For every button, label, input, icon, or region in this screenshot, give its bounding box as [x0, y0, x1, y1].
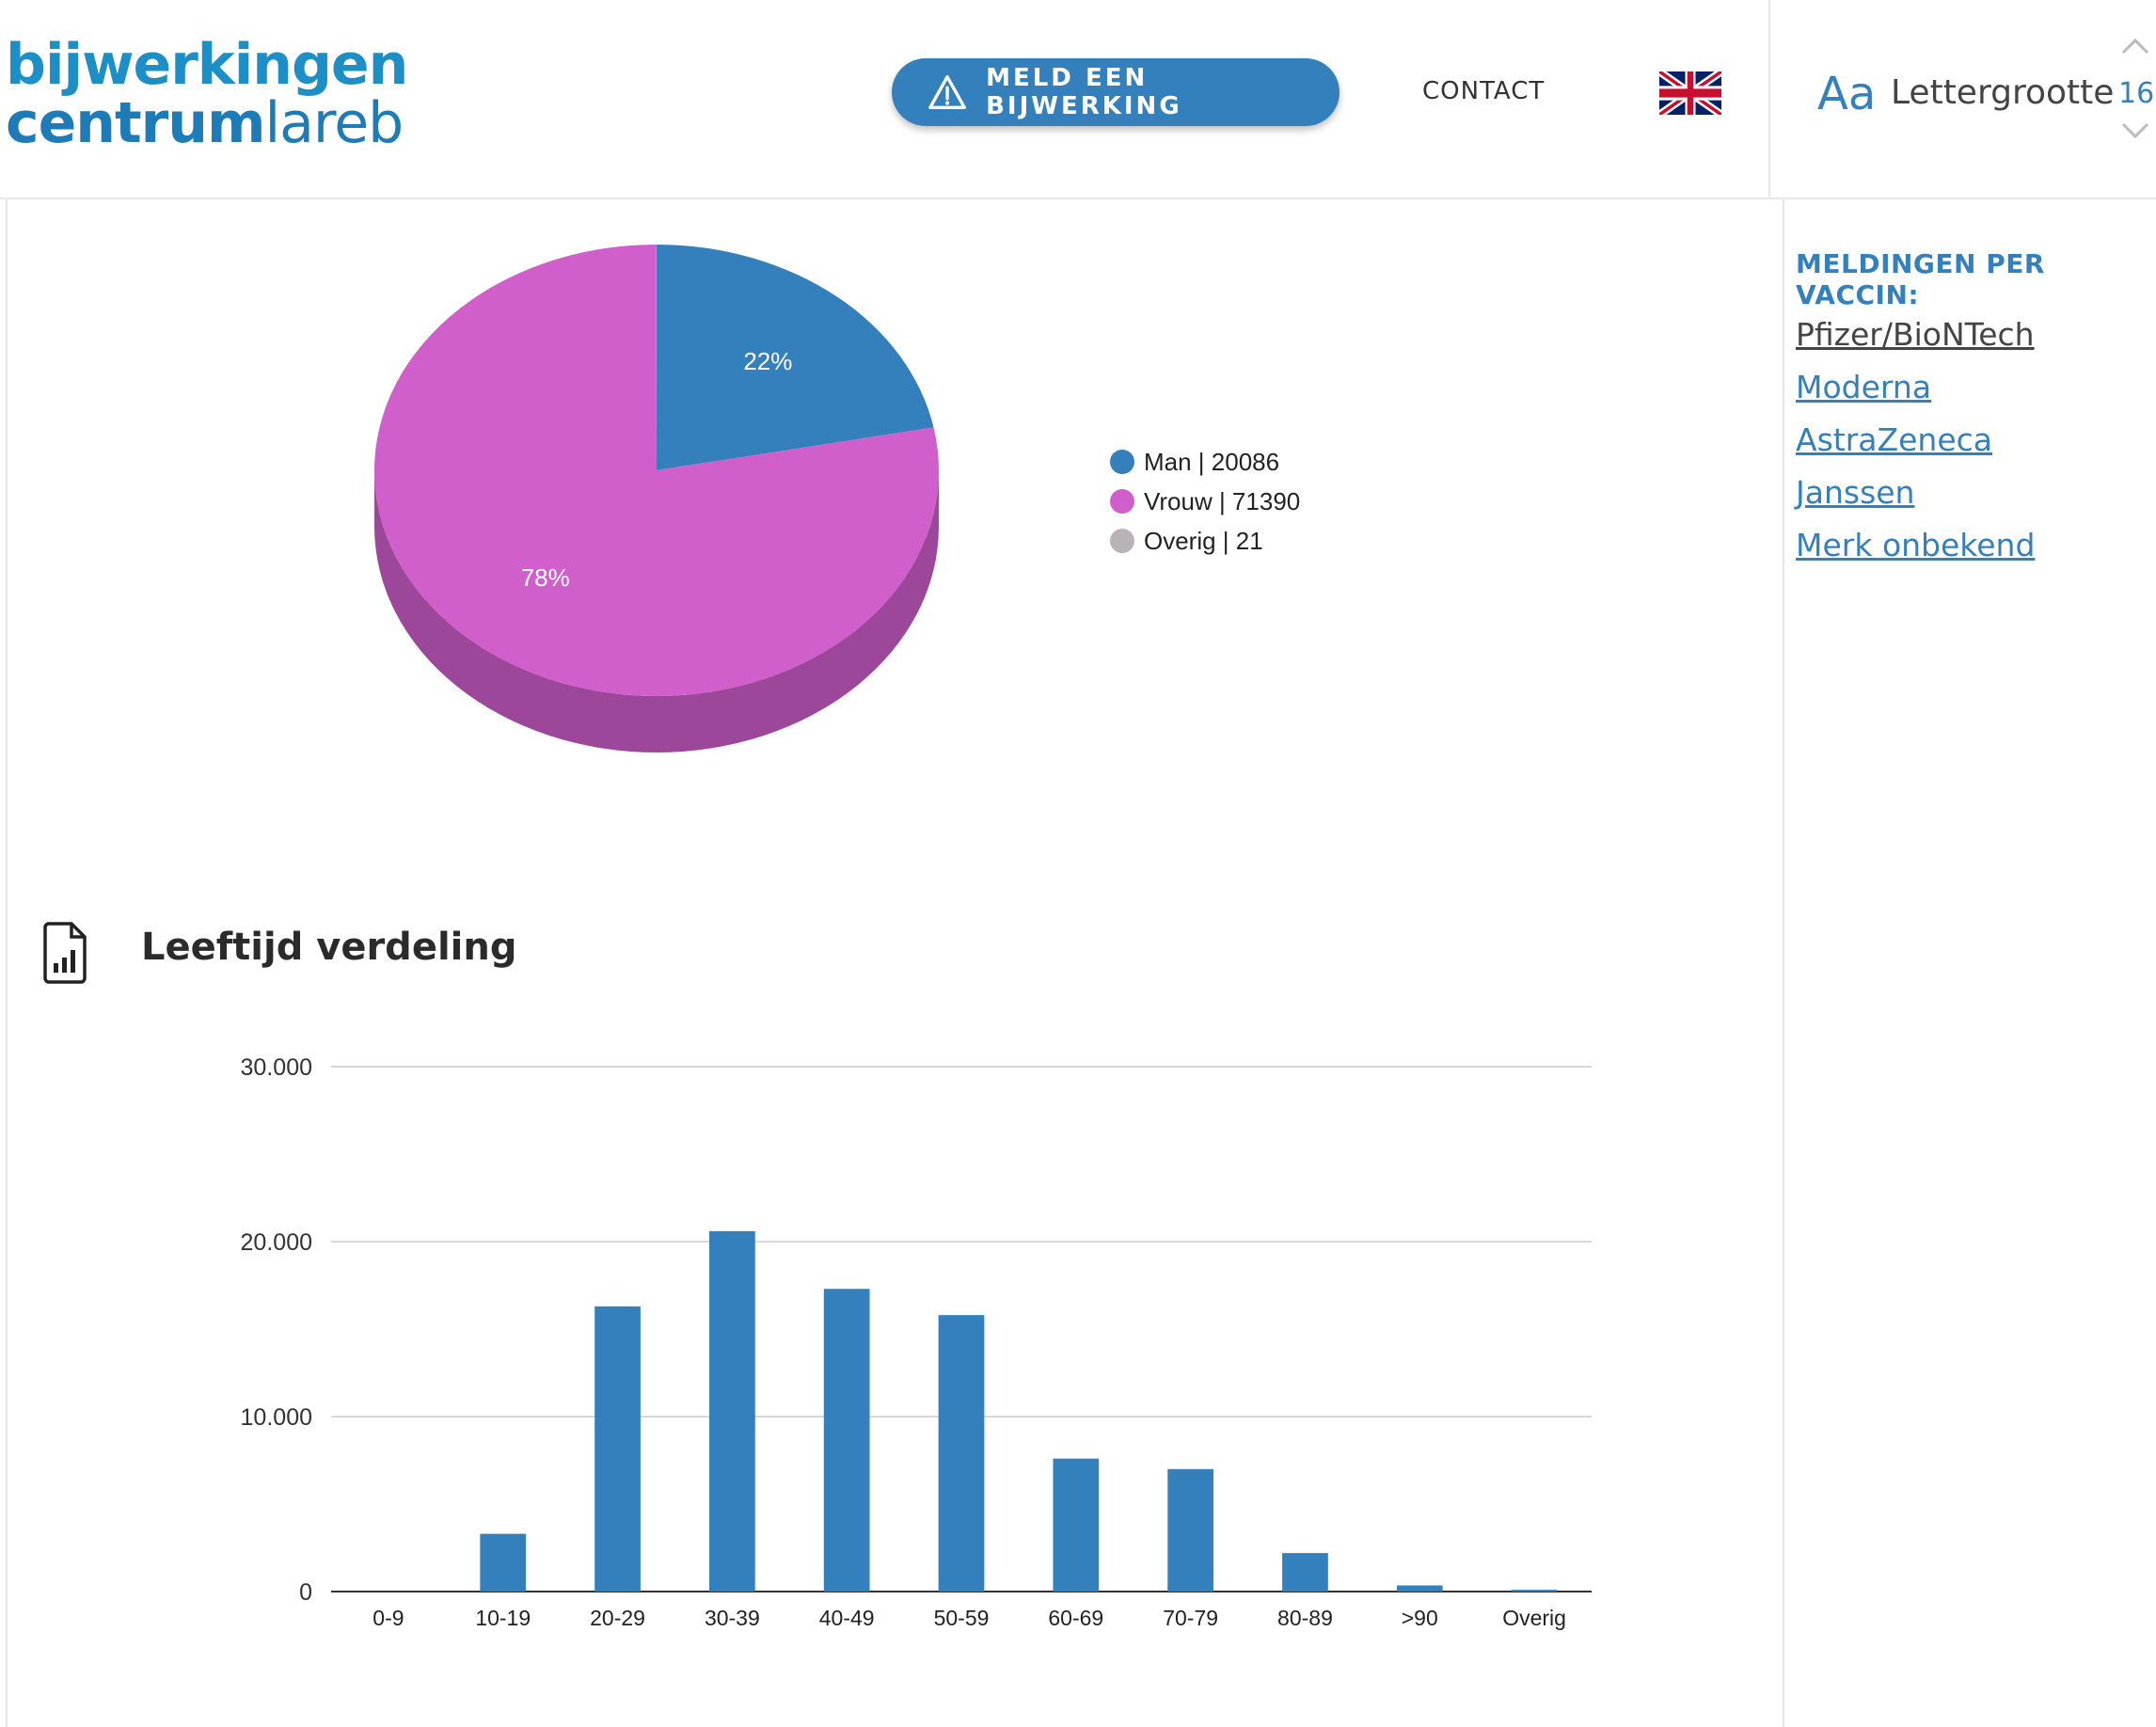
legend-label-1: Vrouw | 71390 [1144, 486, 1301, 515]
sidebar-item-unknown-brand: Merk onbekend [1796, 527, 2035, 579]
bar-50-59[interactable] [938, 1315, 985, 1592]
report-side-effect-button[interactable]: MELD EEN BIJWERKING [892, 58, 1340, 126]
bar-Overig[interactable] [1511, 1590, 1558, 1592]
legend-label-2: Overig | 21 [1144, 526, 1263, 555]
pie-slice-0[interactable] [657, 245, 934, 470]
x-tick-label: 0-9 [373, 1606, 404, 1630]
sidebar-item-janssen: Janssen [1796, 474, 2035, 527]
vaccine-sidebar: MELDINGEN PER VACCIN: Pfizer/BioNTech Mo… [1783, 199, 2156, 1727]
bar-40-49[interactable] [823, 1289, 870, 1592]
pie-slice-label-0: 22% [743, 347, 792, 375]
sidebar-heading: MELDINGEN PER VACCIN: [1796, 248, 2045, 310]
vaccine-list: Pfizer/BioNTech Moderna AstraZeneca Jans… [1796, 316, 2035, 579]
x-tick-label: 30-39 [705, 1606, 760, 1630]
x-tick-label: 70-79 [1163, 1606, 1218, 1630]
x-tick-label: 80-89 [1277, 1606, 1333, 1630]
chevron-down-icon[interactable] [2120, 120, 2150, 141]
sidebar-item-pfizer: Pfizer/BioNTech [1796, 316, 2035, 369]
legend-item-0[interactable]: Man | 20086 [1110, 442, 1300, 482]
legend-label-0: Man | 20086 [1144, 447, 1280, 476]
x-tick-label: 50-59 [934, 1606, 990, 1630]
sidebar-link-unknown-brand[interactable]: Merk onbekend [1796, 527, 2036, 563]
gender-pie-chart: 22% 78% [374, 245, 940, 753]
font-size-aa-label: Aa [1817, 68, 1877, 120]
sidebar-link-janssen[interactable]: Janssen [1796, 474, 1915, 511]
chevron-up-icon[interactable] [2120, 36, 2150, 56]
logo-line2: centrumlareb [6, 94, 407, 152]
sidebar-link-pfizer[interactable]: Pfizer/BioNTech [1796, 316, 2035, 353]
legend-dot-1 [1110, 489, 1134, 514]
legend-dot-2 [1110, 529, 1134, 553]
logo-line2-bold: centrum [6, 90, 265, 156]
x-tick-label: 20-29 [590, 1606, 645, 1630]
y-tick-label: 10.000 [241, 1404, 312, 1431]
y-tick-label: 0 [299, 1579, 312, 1606]
lareb-logo[interactable]: bijwerkingen centrumlareb [6, 32, 408, 152]
legend-item-1[interactable]: Vrouw | 71390 [1110, 482, 1300, 521]
pie-side-vrouw [374, 470, 939, 753]
report-chart-icon [43, 922, 87, 984]
font-size-value: 16 [2118, 77, 2155, 110]
y-tick-label: 30.000 [241, 1054, 312, 1081]
pie-legend: Man | 20086 Vrouw | 71390 Overig | 21 [1110, 442, 1300, 561]
bar-20-29[interactable] [594, 1306, 641, 1592]
age-bar-chart: 0 10.000 20.000 30.000 0-9 10-19 20-29 30-39 40-… [241, 1054, 1592, 1630]
legend-dot-0 [1110, 450, 1134, 474]
logo-line2-light: lareb [264, 90, 404, 156]
warning-icon [928, 75, 966, 109]
x-tick-label: 10-19 [475, 1606, 531, 1630]
age-distribution-title: Leeftijd verdeling [141, 926, 517, 969]
content-left-border [6, 199, 8, 1727]
x-tick-label: 40-49 [819, 1606, 875, 1630]
bar-60-69[interactable] [1053, 1458, 1100, 1592]
x-tick-label: Overig [1502, 1606, 1566, 1630]
bar-80-89[interactable] [1282, 1553, 1328, 1592]
bar->90[interactable] [1396, 1585, 1443, 1592]
contact-link[interactable]: CONTACT [1422, 77, 1546, 105]
logo-line1: bijwerkingen [6, 32, 408, 98]
pie-slice-label-1: 78% [521, 563, 570, 592]
y-tick-label: 20.000 [241, 1229, 312, 1256]
pie-slice-1[interactable] [374, 245, 940, 696]
legend-item-2[interactable]: Overig | 21 [1110, 521, 1300, 561]
font-size-label: Lettergrootte [1891, 73, 2115, 112]
sidebar-link-astrazeneca[interactable]: AstraZeneca [1796, 421, 1992, 458]
x-tick-label: 60-69 [1048, 1606, 1103, 1630]
bar-70-79[interactable] [1167, 1468, 1213, 1592]
sidebar-link-moderna[interactable]: Moderna [1796, 369, 1932, 405]
x-tick-label: >90 [1402, 1606, 1438, 1630]
report-button-label: MELD EEN BIJWERKING [986, 64, 1182, 120]
uk-flag-icon[interactable] [1659, 71, 1721, 115]
sidebar-item-moderna: Moderna [1796, 369, 2035, 421]
bar-10-19[interactable] [480, 1533, 527, 1592]
font-size-control: Aa Lettergrootte 16 [1768, 0, 2156, 198]
bar-30-39[interactable] [709, 1230, 755, 1592]
sidebar-item-astrazeneca: AstraZeneca [1796, 421, 2035, 474]
site-header: bijwerkingen centrumlareb MELD EEN BIJWE… [0, 0, 2156, 199]
